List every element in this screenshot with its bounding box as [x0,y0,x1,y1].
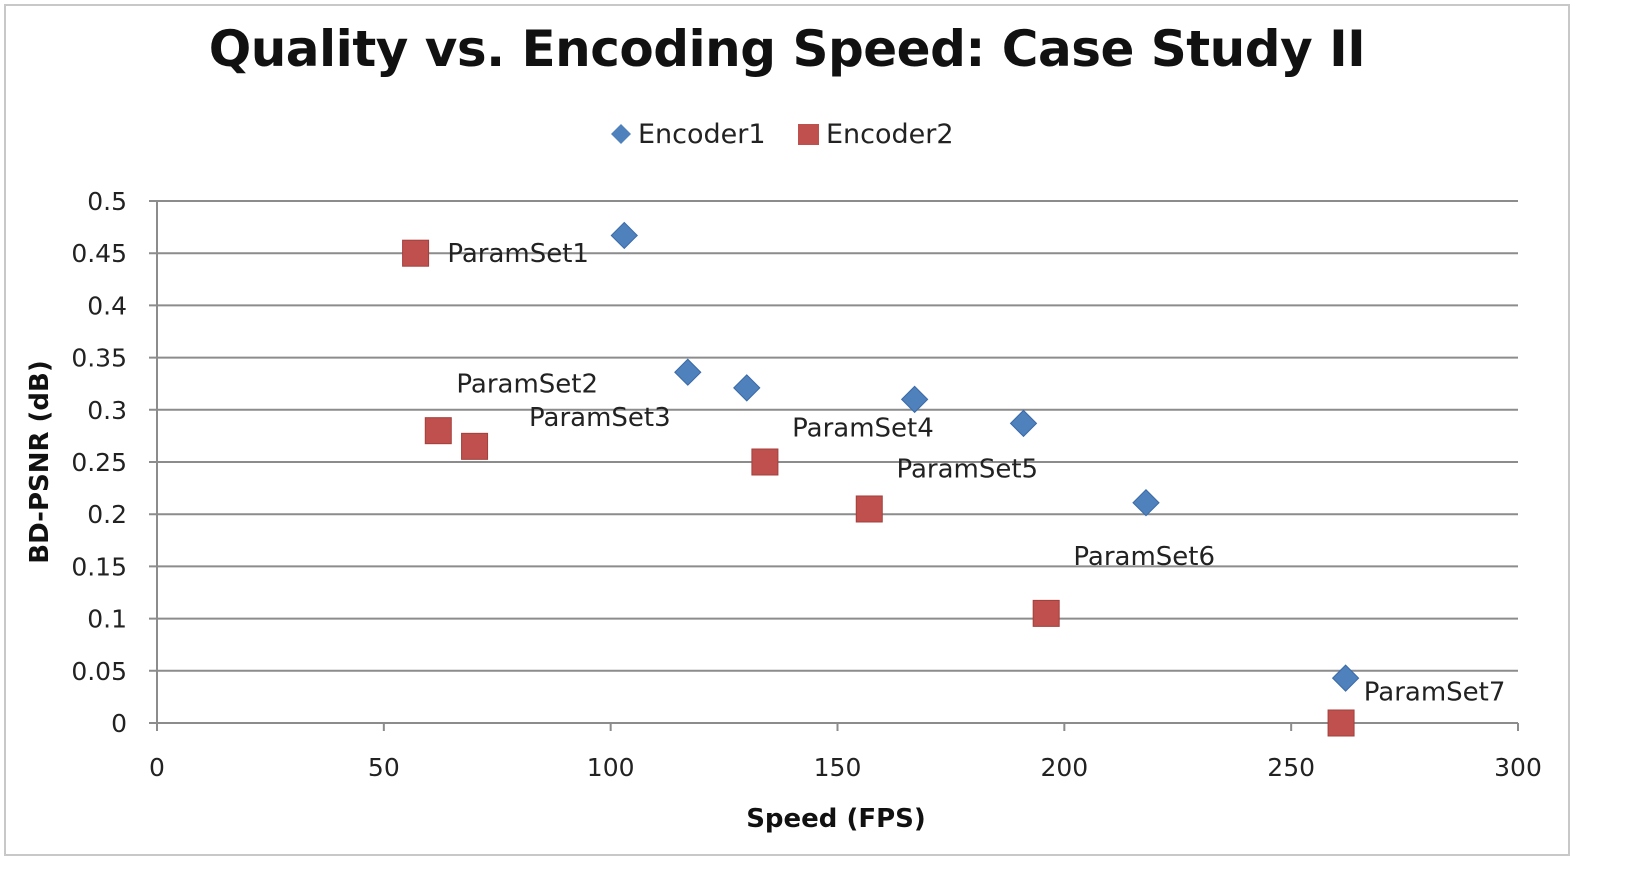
point-label: ParamSet7 [1364,678,1506,708]
legend-item-encoder1: Encoder1 [611,119,766,150]
y-tick-label: 0.1 [87,605,127,634]
marker-encoder1 [674,358,702,386]
point-label: ParamSet1 [447,239,589,269]
chart-frame: Quality vs. Encoding Speed: Case Study I… [4,4,1570,856]
y-tick-label: 0.3 [87,396,127,425]
point-label: ParamSet3 [529,403,671,433]
axes [149,201,1519,731]
y-tick-label: 0.05 [71,657,127,686]
y-tick-label: 0.2 [87,500,127,529]
point-label: ParamSet4 [792,414,934,444]
marker-encoder1 [1132,489,1160,517]
marker-encoder2 [855,495,883,523]
legend-label-encoder2: Encoder2 [826,119,954,150]
x-tick-label: 50 [368,753,400,782]
marker-encoder2 [402,239,430,267]
chart-title: Quality vs. Encoding Speed: Case Study I… [208,20,1366,78]
marker-encoder2 [1327,709,1355,737]
x-tick-label: 100 [587,753,635,782]
legend-label-encoder1: Encoder1 [638,119,766,150]
marker-encoder2 [1032,599,1060,627]
x-tick-labels: 0 50 100 150 200 250 300 [149,753,1542,782]
grid-lines [149,200,1518,672]
legend-marker-encoder1 [611,124,631,144]
marker-encoder1 [610,221,638,250]
y-tick-label: 0.5 [87,187,127,216]
y-tick-label: 0.45 [71,239,127,268]
marker-encoder1 [733,374,761,402]
marker-encoder2 [424,417,452,445]
x-axis-title: Speed (FPS) [746,804,926,834]
marker-encoder2 [461,432,489,460]
point-label: ParamSet2 [456,370,598,400]
y-axis-title: BD-PSNR (dB) [25,360,55,563]
marker-encoder1 [900,385,929,414]
x-tick-label: 150 [814,753,862,782]
x-tick-label: 200 [1040,753,1088,782]
x-tick-label: 300 [1494,753,1542,782]
marker-encoder1 [1331,664,1360,692]
x-tick-label: 250 [1267,753,1315,782]
point-label: ParamSet5 [896,454,1038,484]
data-markers [402,221,1360,737]
marker-encoder2 [751,448,779,476]
y-tick-labels: 0 0.05 0.1 0.15 0.2 0.25 0.3 0.35 0.4 0.45 0.5 [71,187,127,738]
y-tick-label: 0.15 [71,552,127,581]
y-tick-label: 0.4 [87,291,127,320]
legend: Encoder1 Encoder2 [611,119,954,150]
marker-encoder1 [1009,409,1038,438]
point-label: ParamSet6 [1073,542,1215,572]
x-tick-label: 0 [149,753,165,782]
y-tick-label: 0.35 [71,344,127,373]
y-tick-label: 0.25 [71,448,127,477]
y-tick-label: 0 [111,709,127,738]
legend-marker-encoder2 [798,124,819,145]
legend-item-encoder2: Encoder2 [798,119,954,150]
